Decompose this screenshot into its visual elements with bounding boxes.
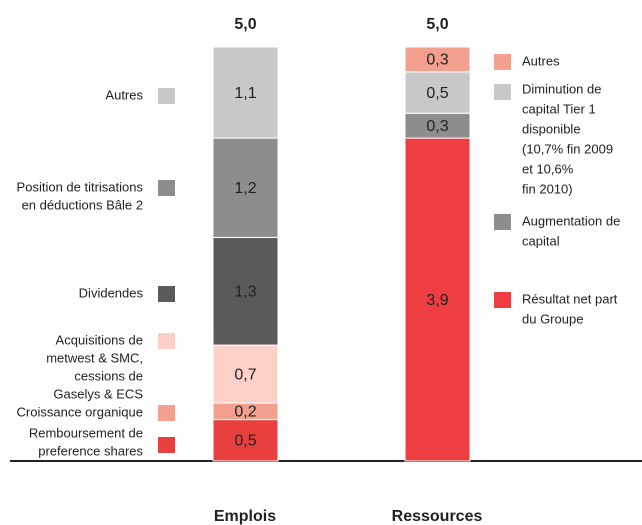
value-label: 1,2 [234,180,256,197]
legend-swatch [494,84,511,100]
value-label: 0,2 [234,404,256,421]
legend-label: du Groupe [522,311,583,326]
legend-label: cessions de [74,368,143,383]
value-label: 0,5 [234,433,256,450]
bar-segment [404,46,471,73]
legend-label: Diminution de [522,81,602,96]
bar-segment [212,236,279,346]
legend-swatch [494,292,511,308]
value-label: 0,5 [426,85,448,102]
bar-segment [404,71,471,114]
legend-swatch [158,286,175,302]
bar-segment [404,137,471,462]
bar-segment [404,112,471,139]
legend-label: Augmentation de [522,213,620,228]
value-label: 0,3 [426,118,448,135]
legend-label: en déductions Bâle 2 [22,197,143,212]
bar-segment [212,419,279,462]
value-label: 1,3 [234,283,256,300]
category-label: Ressources [392,508,483,525]
legend-swatch [494,214,511,230]
legend-swatch [158,180,175,196]
legend-swatch [158,405,175,421]
legend-swatch [158,88,175,104]
legend-label: Acquisitions de [56,332,143,347]
legend-label: metwest & SMC, [46,350,143,365]
stack-total: 5,0 [234,16,256,33]
legend-label: et 10,6% [522,161,574,176]
legend-label: Gaselys & ECS [53,386,143,401]
legend-label: Résultat net part [522,291,618,306]
value-label: 0,3 [426,52,448,69]
bar-segment [212,137,279,238]
stack-total: 5,0 [426,16,448,33]
legend-label: Position de titrisations [17,179,144,194]
value-label: 1,1 [234,85,256,102]
bar-segment [212,46,279,139]
value-label: 0,7 [234,366,256,383]
legend-label: fin 2010) [522,181,573,196]
legend-label: preference shares [38,443,143,458]
legend-label: Remboursement de [29,425,143,440]
legend-label: Dividendes [79,285,144,300]
legend-swatch [158,437,175,453]
legend-label: capital Tier 1 [522,101,596,116]
value-label: 3,9 [426,292,448,309]
legend-label: disponible [522,121,581,136]
category-label: Emplois [214,508,276,525]
legend-label: Autres [522,53,560,68]
legend-swatch [494,54,511,70]
bar-segment [212,344,279,404]
legend-label: (10,7% fin 2009 [522,141,613,156]
legend-label: Autres [105,87,143,102]
legend-label: capital [522,233,560,248]
legend-label: Croissance organique [17,404,143,419]
legend-swatch [158,333,175,349]
